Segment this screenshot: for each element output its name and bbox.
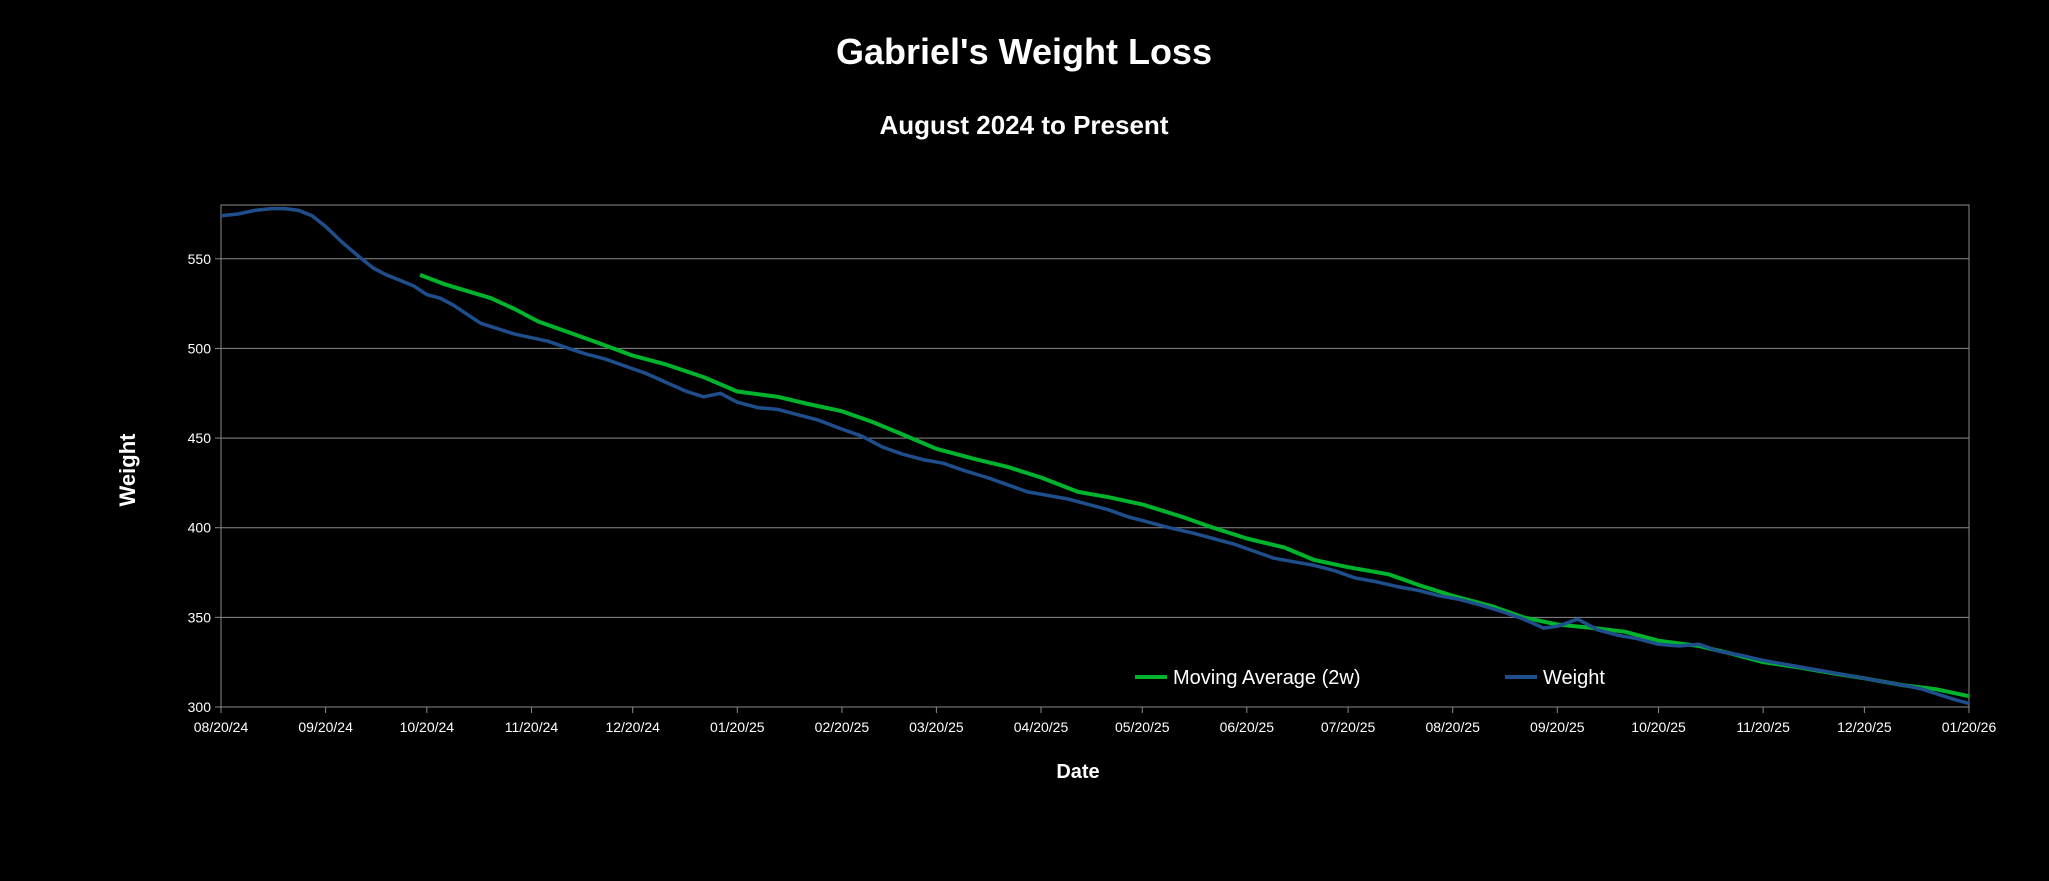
x-tick-label: 11/20/24 [505, 719, 559, 735]
x-tick-label: 11/20/25 [1736, 719, 1790, 735]
x-tick-label: 02/20/25 [815, 719, 870, 735]
x-tick-label: 01/20/26 [1942, 719, 1997, 735]
plot-series [220, 206, 1970, 706]
y-tick-label: 400 [188, 520, 212, 536]
x-axis-label: Date [1056, 761, 1099, 783]
x-axis-ticks: 08/20/24 09/20/24 10/20/24 11/20/24 12/20/24… [194, 707, 1997, 735]
x-tick-label: 01/20/25 [710, 719, 765, 735]
y-axis-label: Weight [115, 433, 140, 507]
y-tick-label: 300 [188, 699, 212, 715]
gridlines [221, 258, 1969, 708]
y-tick-label: 350 [188, 609, 212, 625]
x-tick-label: 09/20/25 [1530, 719, 1585, 735]
weight-line [220, 206, 1970, 706]
x-tick-label: 12/20/24 [605, 719, 660, 735]
legend: Moving Average (2w) Weight [1135, 667, 1605, 689]
y-tick-label: 550 [188, 251, 212, 267]
x-tick-label: 04/20/25 [1014, 719, 1069, 735]
y-tick-label: 500 [188, 340, 212, 356]
x-tick-label: 10/20/24 [400, 719, 455, 735]
moving-average-line [419, 273, 1970, 699]
x-tick-label: 05/20/25 [1115, 719, 1170, 735]
x-tick-label: 10/20/25 [1631, 719, 1686, 735]
y-tick-label: 450 [188, 430, 212, 446]
x-tick-label: 07/20/25 [1321, 719, 1376, 735]
x-tick-label: 03/20/25 [909, 719, 964, 735]
legend-label: Weight [1543, 667, 1605, 689]
x-tick-label: 09/20/24 [298, 719, 353, 735]
x-tick-label: 12/20/25 [1837, 719, 1892, 735]
plot-frame [220, 204, 1970, 708]
legend-label: Moving Average (2w) [1173, 667, 1361, 689]
x-tick-label: 06/20/25 [1220, 719, 1275, 735]
x-tick-label: 08/20/24 [194, 719, 249, 735]
chart-title: Gabriel's Weight Loss [836, 31, 1212, 72]
x-tick-label: 08/20/25 [1425, 719, 1480, 735]
chart-subtitle: August 2024 to Present [880, 110, 1169, 140]
y-axis-ticks: 300 350 400 450 500 550 [188, 251, 221, 715]
